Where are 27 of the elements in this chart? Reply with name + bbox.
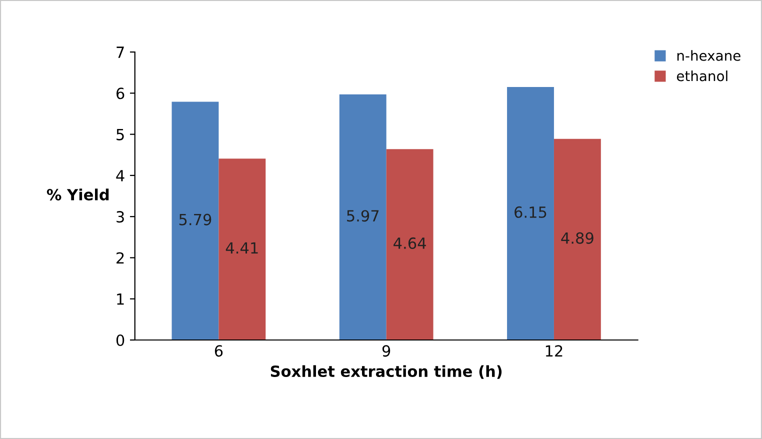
data-label: 4.64	[394, 237, 426, 249]
legend-label: ethanol	[676, 70, 728, 82]
data-label: 5.97	[347, 210, 379, 222]
data-label: 5.79	[179, 214, 212, 226]
legend-label: n-hexane	[677, 50, 740, 61]
bar	[339, 94, 386, 340]
y-tick-label: 4	[116, 170, 124, 182]
data-label: 4.89	[561, 232, 594, 244]
y-tick-label: 1	[117, 294, 124, 305]
y-tick-label: 7	[116, 46, 124, 58]
bar	[386, 149, 434, 340]
y-tick-label: 0	[116, 334, 124, 346]
y-tick-label: 5	[116, 128, 124, 140]
y-axis-title: % Yield	[46, 188, 109, 200]
x-tick-label: 6	[214, 345, 223, 357]
bar	[554, 138, 601, 340]
data-label: 4.41	[226, 242, 258, 254]
y-tick-label: 2	[116, 252, 124, 264]
y-tick-label: 6	[116, 88, 124, 100]
bar	[172, 102, 219, 340]
x-tick-label: 12	[546, 345, 562, 356]
x-axis-title: Soxhlet extraction time (h)	[270, 365, 502, 379]
bar	[218, 158, 266, 340]
y-tick-label: 3	[116, 211, 124, 223]
x-tick-label: 9	[382, 345, 390, 357]
bar	[507, 86, 554, 340]
data-label: 6.15	[514, 206, 546, 218]
